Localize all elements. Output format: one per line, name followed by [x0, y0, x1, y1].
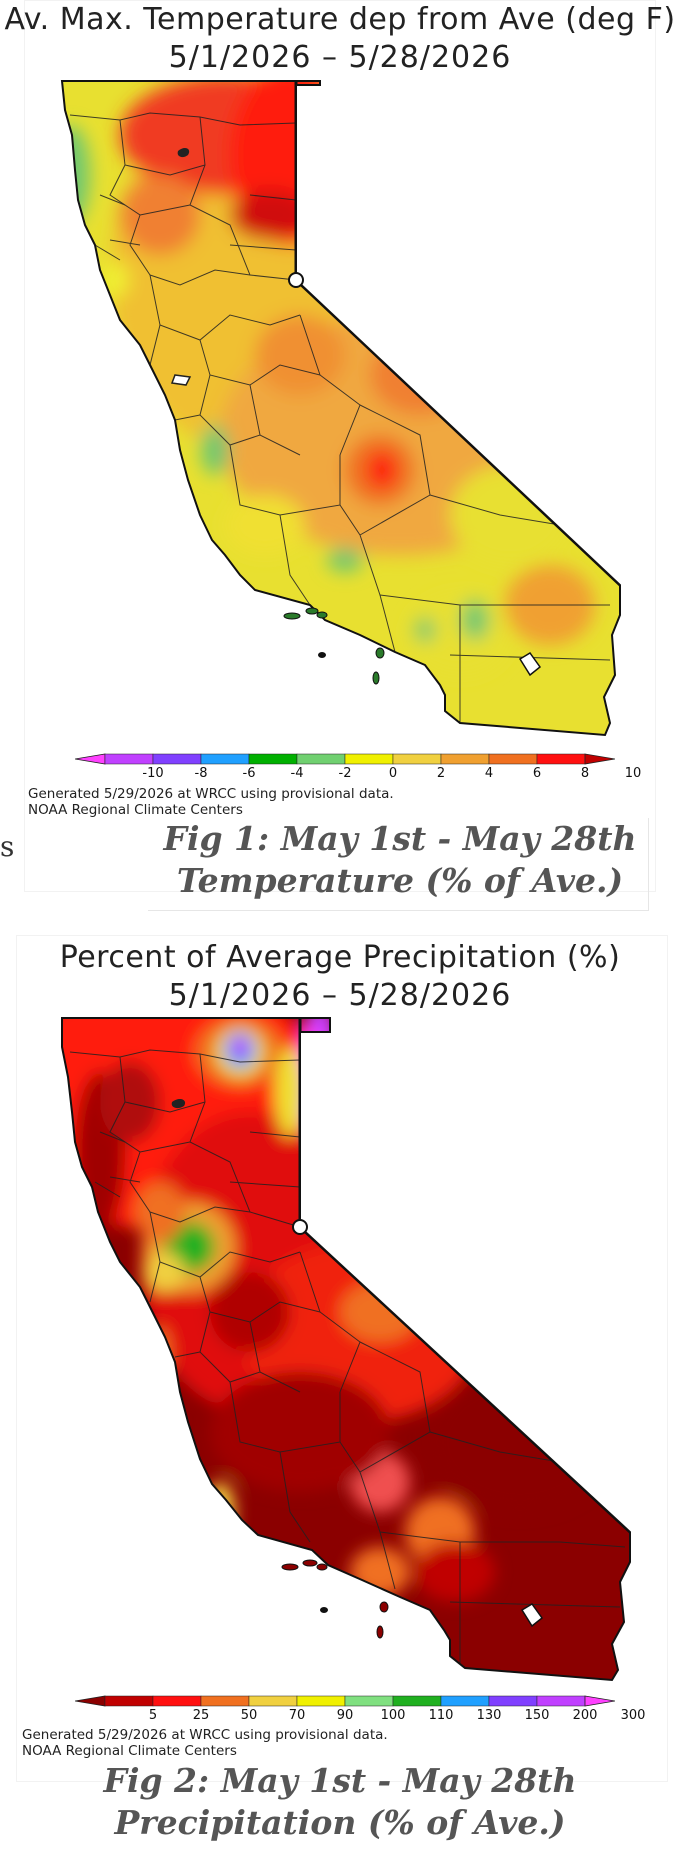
figure-2-source-note: NOAA Regional Climate Centers	[22, 1743, 237, 1759]
figure-2-legend-swatch	[344, 1695, 394, 1707]
figure-1-caption-dates: : May 1st - May 28th	[257, 819, 637, 858]
figure-2-legend-swatch	[296, 1695, 346, 1707]
figure-2-legend-tick-label: 130	[476, 1708, 502, 1723]
figure-1-legend-swatch	[152, 753, 202, 765]
figure-2-legend-swatch	[248, 1695, 298, 1707]
figure-2-generated-note: Generated 5/29/2026 at WRCC using provis…	[22, 1727, 388, 1743]
figure-2-legend-tick-label: 150	[524, 1708, 550, 1723]
figure-2-caption-line-1: Fig 2: May 1st - May 28th	[0, 1760, 680, 1802]
figure-1-legend-swatch	[344, 753, 394, 765]
figure-2-legend-swatch	[200, 1695, 250, 1707]
figure-1-legend-tick-label: 6	[532, 766, 542, 781]
figure-1-color-legend	[75, 753, 615, 765]
figure-2-legend-swatch	[488, 1695, 538, 1707]
figure-2-legend-swatch	[536, 1695, 586, 1707]
figure-1-legend-swatch	[488, 753, 538, 765]
figure-1-legend-arrow-low	[75, 753, 106, 765]
figure-2-caption-line-2: Precipitation (% of Ave.)	[114, 1803, 566, 1842]
figure-1-frame	[24, 0, 656, 892]
figure-1-source-note: NOAA Regional Climate Centers	[28, 802, 243, 818]
figure-2-date-range: 5/1/2026 – 5/28/2026	[168, 978, 512, 1013]
figure-2-caption-label: Fig 2	[103, 1761, 198, 1800]
figure-2-caption-dates: : May 1st - May 28th	[197, 1761, 577, 1800]
figure-2-title: Percent of Average Precipitation (%)	[59, 940, 621, 975]
figure-2-legend-tick-label: 200	[572, 1708, 598, 1723]
figure-2-frame	[16, 935, 668, 1782]
figure-1-legend-swatch	[536, 753, 586, 765]
figure-1-legend-tick-label: -8	[194, 766, 208, 781]
figure-1-legend-tick-label: 4	[484, 766, 494, 781]
figure-2-legend-tick-label: 110	[428, 1708, 454, 1723]
figure-2-legend-tick-label: 70	[288, 1708, 306, 1723]
figure-1-california-temperature-map	[60, 80, 621, 737]
figure-1-title: Av. Max. Temperature dep from Ave (deg F…	[4, 2, 676, 37]
figure-2-legend-swatch	[392, 1695, 442, 1707]
figure-2-legend-tick-label: 5	[148, 1708, 158, 1723]
figure-2-legend-arrow-high	[584, 1695, 615, 1707]
figure-2-legend-arrow-low	[75, 1695, 106, 1707]
figure-1-caption-frame	[148, 818, 649, 911]
figure-1-generated-note: Generated 5/29/2026 at WRCC using provis…	[28, 786, 394, 802]
figure-2-california-precipitation-map	[61, 1017, 631, 1682]
figure-2-legend-tick-label: 90	[336, 1708, 354, 1723]
figure-1-legend-swatch	[200, 753, 250, 765]
figure-1-legend-tick-label: -10	[142, 766, 164, 781]
figure-2-legend-tick-label: 50	[240, 1708, 258, 1723]
figure-1-legend-tick-label: -4	[290, 766, 304, 781]
figure-2-color-legend	[75, 1695, 615, 1707]
figure-2-legend-swatch	[152, 1695, 202, 1707]
figure-1-legend-swatch	[248, 753, 298, 765]
figure-2-legend-swatch	[104, 1695, 154, 1707]
figure-1-legend-tick-label: -6	[242, 766, 256, 781]
figure-1-legend-swatch	[104, 753, 154, 765]
figure-1-legend-swatch	[440, 753, 490, 765]
figure-2-legend-tick-label: 25	[192, 1708, 210, 1723]
figure-1-legend-tick-label: 10	[624, 766, 642, 781]
figure-1-caption-line-2: Temperature (% of Ave.)	[176, 861, 624, 900]
clipped-text-fragment: s	[0, 830, 15, 863]
figure-1-legend-tick-label: 2	[436, 766, 446, 781]
figure-2-legend-swatch	[440, 1695, 490, 1707]
figure-1-caption-line-1: Fig 1: May 1st - May 28th	[60, 818, 680, 860]
figure-1-legend-swatch	[296, 753, 346, 765]
figure-1-legend-arrow-high	[584, 753, 615, 765]
figure-2-legend-tick-label: 300	[620, 1708, 646, 1723]
figure-1-legend-tick-label: 0	[388, 766, 398, 781]
figure-1-date-range: 5/1/2026 – 5/28/2026	[168, 40, 512, 75]
figure-1-legend-tick-label: -2	[338, 766, 352, 781]
figure-1-legend-swatch	[392, 753, 442, 765]
figure-1-legend-tick-label: 8	[580, 766, 590, 781]
figure-1-caption-label: Fig 1	[163, 819, 258, 858]
figure-2-legend-tick-label: 100	[380, 1708, 406, 1723]
